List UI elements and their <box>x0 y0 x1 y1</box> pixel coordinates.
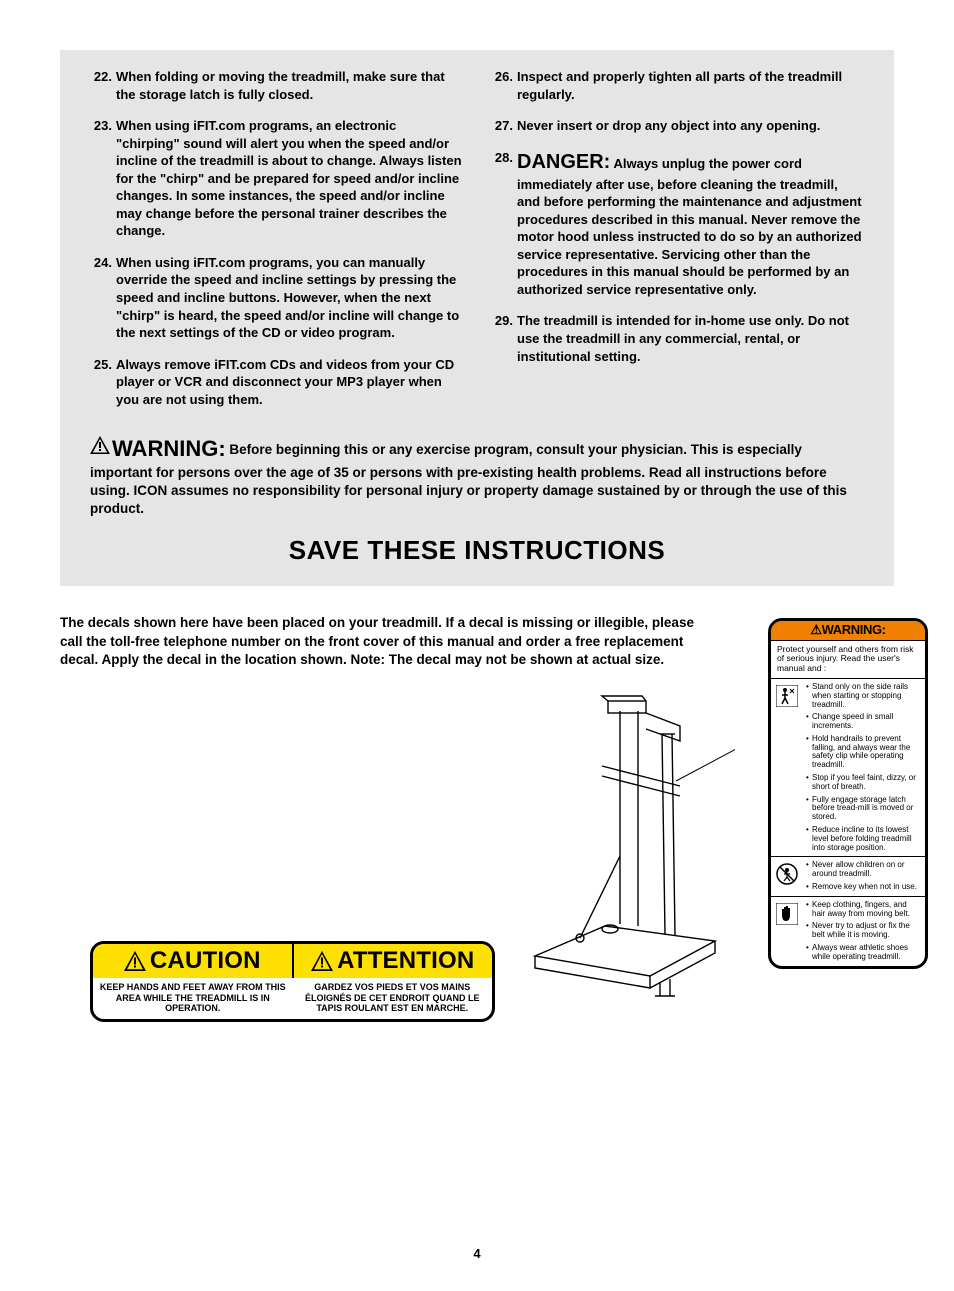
treadmill-diagram <box>510 686 735 1026</box>
warning-decal-items: •Stand only on the side rails when start… <box>806 683 920 853</box>
item-number: 23. <box>90 117 116 240</box>
warning-decal-section: •Keep clothing, fingers, and hair away f… <box>771 897 925 966</box>
instruction-item: 25.Always remove iFIT.com CDs and videos… <box>90 356 463 409</box>
item-number: 26. <box>491 68 517 103</box>
item-text: When folding or moving the treadmill, ma… <box>116 68 463 103</box>
warning-decal-bullet: •Reduce incline to its lowest level befo… <box>806 826 920 852</box>
instruction-item: 29.The treadmill is intended for in-home… <box>491 312 864 365</box>
caution-header-row: CAUTION ATTENTION <box>93 944 492 978</box>
person-icon <box>776 683 800 853</box>
page-number: 4 <box>60 1246 894 1261</box>
instructions-box: 22.When folding or moving the treadmill,… <box>60 50 894 586</box>
item-number: 22. <box>90 68 116 103</box>
caution-title-left: CAUTION <box>150 947 261 975</box>
warning-decal-bullet: •Stand only on the side rails when start… <box>806 683 920 709</box>
caution-text-right: GARDEZ VOS PIEDS ET VOS MAINS ÉLOIGNÉS D… <box>293 978 493 1019</box>
warning-decal-bullet: •Remove key when not in use. <box>806 883 920 892</box>
warning-decal-section: •Stand only on the side rails when start… <box>771 679 925 858</box>
decal-area: CAUTION ATTENTION KEEP HANDS AND FEET AW… <box>60 676 894 1236</box>
item-number: 27. <box>491 117 517 135</box>
item-number: 28. <box>491 149 517 299</box>
save-instructions-title: SAVE THESE INSTRUCTIONS <box>90 535 864 566</box>
page: 22.When folding or moving the treadmill,… <box>0 0 954 1291</box>
warning-triangle-icon <box>90 436 110 459</box>
warning-decal-bullet: •Keep clothing, fingers, and hair away f… <box>806 901 920 919</box>
item-text: The treadmill is intended for in-home us… <box>517 312 864 365</box>
warning-paragraph: WARNING: Before beginning this or any ex… <box>90 434 864 518</box>
warning-decal: ⚠WARNING: Protect yourself and others fr… <box>768 618 928 968</box>
caution-decal: CAUTION ATTENTION KEEP HANDS AND FEET AW… <box>90 941 495 1022</box>
item-text: DANGER: Always unplug the power cord imm… <box>517 149 864 299</box>
item-text: Never insert or drop any object into any… <box>517 117 864 135</box>
item-number: 29. <box>491 312 517 365</box>
instruction-item: 22.When folding or moving the treadmill,… <box>90 68 463 103</box>
caution-left-cell: CAUTION <box>93 944 292 978</box>
item-text: When using iFIT.com programs, an electro… <box>116 117 463 240</box>
instruction-item: 23.When using iFIT.com programs, an elec… <box>90 117 463 240</box>
item-text: Inspect and properly tighten all parts o… <box>517 68 864 103</box>
warning-decal-bullet: •Stop if you feel faint, dizzy, or short… <box>806 774 920 792</box>
caution-right-cell: ATTENTION <box>294 944 493 978</box>
two-columns: 22.When folding or moving the treadmill,… <box>90 68 864 422</box>
right-column: 26.Inspect and properly tighten all part… <box>491 68 864 422</box>
item-number: 25. <box>90 356 116 409</box>
caution-triangle-icon <box>124 951 146 971</box>
warning-decal-bullet: •Change speed in small increments. <box>806 713 920 731</box>
warning-decal-section: •Never allow children on or around tread… <box>771 857 925 896</box>
hand-icon <box>776 901 800 962</box>
warning-decal-bullet: •Never allow children on or around tread… <box>806 861 920 879</box>
attention-triangle-icon <box>311 951 333 971</box>
warning-label: WARNING: <box>112 436 226 461</box>
caution-text-left: KEEP HANDS AND FEET AWAY FROM THIS AREA … <box>93 978 293 1019</box>
warning-decal-items: •Keep clothing, fingers, and hair away f… <box>806 901 920 962</box>
warning-decal-bullet: •Never try to adjust or fix the belt whi… <box>806 922 920 940</box>
instruction-item: 26.Inspect and properly tighten all part… <box>491 68 864 103</box>
left-column: 22.When folding or moving the treadmill,… <box>90 68 463 422</box>
instruction-item: 24.When using iFIT.com programs, you can… <box>90 254 463 342</box>
danger-label: DANGER: <box>517 151 610 173</box>
nochild-icon <box>776 861 800 891</box>
warning-decal-items: •Never allow children on or around tread… <box>806 861 920 891</box>
instruction-item: 27.Never insert or drop any object into … <box>491 117 864 135</box>
item-text: When using iFIT.com programs, you can ma… <box>116 254 463 342</box>
caution-title-right: ATTENTION <box>337 947 474 975</box>
instruction-item: 28.DANGER: Always unplug the power cord … <box>491 149 864 299</box>
warning-decal-bullet: •Always wear athletic shoes while operat… <box>806 944 920 962</box>
warning-decal-subtext: Protect yourself and others from risk of… <box>771 641 925 679</box>
item-text: Always remove iFIT.com CDs and videos fr… <box>116 356 463 409</box>
warning-decal-bullet: •Fully engage storage latch before tread… <box>806 796 920 822</box>
warning-decal-header: ⚠WARNING: <box>771 621 925 640</box>
decal-intro-text: The decals shown here have been placed o… <box>60 614 720 671</box>
warning-decal-bullet: •Hold handrails to prevent falling, and … <box>806 735 920 770</box>
caution-bottom-row: KEEP HANDS AND FEET AWAY FROM THIS AREA … <box>93 978 492 1019</box>
item-number: 24. <box>90 254 116 342</box>
